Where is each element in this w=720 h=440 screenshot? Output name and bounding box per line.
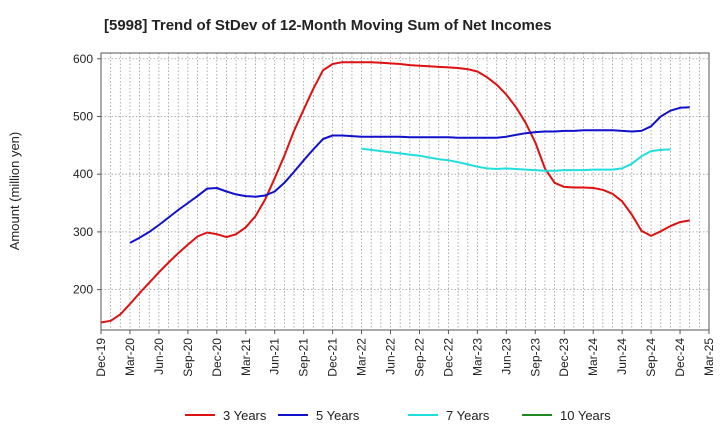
x-tick-label: Jun-21: [268, 338, 282, 375]
y-tick-label: 200: [73, 283, 93, 297]
series-line-2: [361, 147, 671, 172]
y-tick-label: 600: [73, 52, 93, 66]
x-tick-label: Jun-24: [615, 338, 629, 375]
y-axis-label: Amount (million yen): [7, 132, 22, 251]
y-tick-label: 500: [73, 109, 93, 123]
x-tick-label: Mar-24: [586, 338, 600, 376]
x-tick-label: Sep-21: [297, 338, 311, 377]
series-layer: [100, 61, 690, 324]
chart-title: [5998] Trend of StDev of 12-Month Moving…: [104, 17, 552, 34]
x-tick-label: Jun-22: [384, 338, 398, 375]
x-tick-label: Sep-20: [181, 338, 195, 377]
x-tick-label: Sep-22: [412, 338, 426, 377]
x-tick-label: Mar-25: [702, 338, 716, 376]
x-tick-label: Dec-19: [94, 338, 108, 377]
x-tick-label: Dec-21: [326, 338, 340, 377]
y-tick-labels: 200 300 400 500 600: [73, 52, 101, 297]
x-tick-label: Dec-20: [210, 338, 224, 377]
x-tick-label: Jun-23: [499, 338, 513, 375]
x-tick-label: Dec-22: [441, 338, 455, 377]
x-tick-label: Mar-23: [470, 338, 484, 376]
x-tick-label: Dec-23: [557, 338, 571, 377]
x-tick-label: Jun-20: [152, 338, 166, 375]
plot-area: [101, 53, 709, 330]
legend-label-2: 7 Years: [446, 408, 490, 423]
legend-label-1: 5 Years: [316, 408, 360, 423]
x-tick-label: Mar-20: [123, 338, 137, 376]
x-tick-label: Sep-24: [644, 338, 658, 377]
x-tick-label: Mar-21: [239, 338, 253, 376]
legend: 3 Years 5 Years 7 Years 10 Years: [185, 408, 611, 423]
y-tick-label: 300: [73, 225, 93, 239]
y-tick-label: 400: [73, 167, 93, 181]
series-line-0: [100, 61, 690, 324]
grid: [101, 53, 709, 330]
x-tick-label: Dec-24: [673, 338, 687, 377]
legend-label-0: 3 Years: [223, 408, 267, 423]
x-tick-labels: Dec-19 Mar-20 Jun-20 Sep-20 Dec-20 Mar-21 Jun-…: [94, 330, 716, 377]
legend-label-3: 10 Years: [560, 408, 611, 423]
plot-frame: [100, 52, 710, 331]
series-line-1: [129, 106, 690, 244]
x-tick-label: Mar-22: [355, 338, 369, 376]
x-tick-label: Sep-23: [528, 338, 542, 377]
